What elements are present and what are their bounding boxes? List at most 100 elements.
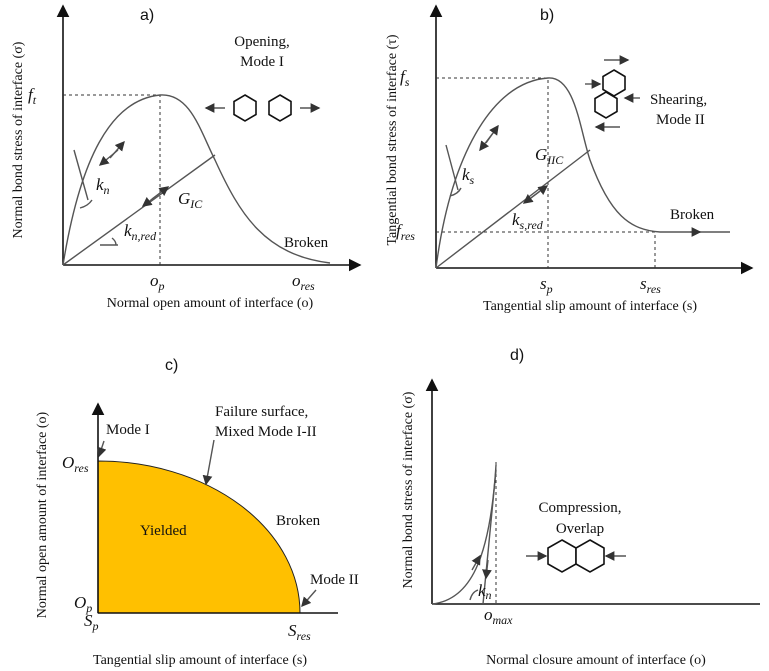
unload-line xyxy=(482,469,497,605)
base: k xyxy=(462,165,470,184)
arrow xyxy=(301,589,317,608)
arrow xyxy=(471,554,481,571)
panel-label: a) xyxy=(140,7,154,24)
base: f xyxy=(396,221,403,240)
residual-stress: fres xyxy=(396,221,415,243)
broken: Broken xyxy=(276,513,321,529)
angle-arc xyxy=(100,237,118,246)
base: s xyxy=(640,274,647,293)
y-axis-label: Normal bond stress of interface (σ) xyxy=(11,41,26,238)
sub: IC xyxy=(189,197,203,211)
tangent xyxy=(73,149,89,201)
arrow xyxy=(485,124,499,144)
fracture-energy: GIC xyxy=(178,189,203,211)
base: k xyxy=(478,581,486,600)
hexagon xyxy=(233,94,257,122)
base: k xyxy=(124,221,132,240)
base: f xyxy=(28,85,35,104)
y-axis-label: Normal open amount of interface (o) xyxy=(35,411,50,618)
peak-slip: Sp xyxy=(84,611,99,633)
sub: res xyxy=(301,279,316,293)
sub: p xyxy=(92,619,99,633)
sub: s xyxy=(470,173,475,187)
reduced-stiffness: ks,red xyxy=(512,210,544,232)
base: G xyxy=(178,189,190,208)
panel-d: d) Normal bond stress of interface (σ) N… xyxy=(401,347,760,668)
arrow xyxy=(530,185,549,199)
base: k xyxy=(512,210,520,229)
hexagon xyxy=(547,539,577,573)
mode-text: Compression, xyxy=(539,500,622,516)
base: G xyxy=(535,145,547,164)
base: k xyxy=(96,175,104,194)
softening-curve xyxy=(62,94,331,266)
stiffness: ks xyxy=(462,165,475,187)
angle-arc xyxy=(449,187,462,197)
sub: n,red xyxy=(132,229,158,243)
residual-open: Ores xyxy=(62,453,89,475)
hexagon xyxy=(268,94,292,122)
peak-stress: ft xyxy=(28,85,37,107)
peak-slip: sp xyxy=(540,274,553,296)
arrow xyxy=(109,140,125,159)
sub: res xyxy=(401,229,416,243)
x-axis-label: Tangential slip amount of interface (s) xyxy=(93,653,307,668)
max-closure: omax xyxy=(484,605,513,627)
mode-ii: Mode II xyxy=(310,572,359,588)
mode-text: Opening, xyxy=(234,34,289,50)
loading-curve xyxy=(431,464,497,605)
y-axis-label: Normal bond stress of interface (σ) xyxy=(401,391,416,588)
base: O xyxy=(62,453,74,472)
panel-label: d) xyxy=(510,347,524,364)
base: o xyxy=(150,271,159,290)
base: f xyxy=(400,67,407,86)
arrow xyxy=(482,559,492,580)
base: s xyxy=(540,274,547,293)
base: S xyxy=(288,621,297,640)
y-axis-label: Tangential bond stress of interface (τ) xyxy=(385,34,400,245)
sub: res xyxy=(647,282,662,296)
mode-text: Mode I xyxy=(240,54,284,70)
sub: p xyxy=(85,601,92,615)
unload-line xyxy=(62,154,216,266)
mode-text: Mode II xyxy=(656,112,705,128)
failure-surface: Mixed Mode I-II xyxy=(215,424,317,440)
sub: t xyxy=(33,93,37,107)
arrow xyxy=(202,439,215,486)
residual-slip: Sres xyxy=(288,621,311,643)
panel-c: c) Normal open amount of interface (o) T… xyxy=(35,357,359,668)
unload-line xyxy=(435,149,591,269)
residual-slip: sres xyxy=(640,274,661,296)
x-axis-label: Tangential slip amount of interface (s) xyxy=(483,299,697,314)
stiffness: kn xyxy=(478,581,492,602)
base: O xyxy=(74,593,86,612)
sub: s xyxy=(405,75,410,89)
x-axis-label: Normal open amount of interface (o) xyxy=(107,296,314,311)
sub: res xyxy=(297,629,312,643)
hexagon xyxy=(594,91,618,119)
yielded: Yielded xyxy=(140,523,187,539)
broken: Broken xyxy=(670,207,715,223)
arrow xyxy=(151,186,170,200)
sub: max xyxy=(493,613,514,627)
panel-label: b) xyxy=(540,7,554,24)
peak-open: Op xyxy=(74,593,92,615)
softening-curve xyxy=(435,77,730,269)
residual-open: ores xyxy=(292,271,315,293)
mode-text: Shearing, xyxy=(650,92,707,108)
fracture-energy: GIIC xyxy=(535,145,564,167)
sub: p xyxy=(158,279,165,293)
sub: IIC xyxy=(546,153,564,167)
panel-label: c) xyxy=(165,357,178,374)
sub: p xyxy=(546,282,553,296)
sub: res xyxy=(74,461,89,475)
peak-open: op xyxy=(150,271,165,293)
broken: Broken xyxy=(284,235,329,251)
arrow xyxy=(97,440,107,458)
peak-stress: fs xyxy=(400,67,410,89)
angle-arc xyxy=(79,199,93,209)
base: o xyxy=(484,605,493,624)
panel-a: a) Normal bond stress of interface (σ) N… xyxy=(11,4,362,311)
